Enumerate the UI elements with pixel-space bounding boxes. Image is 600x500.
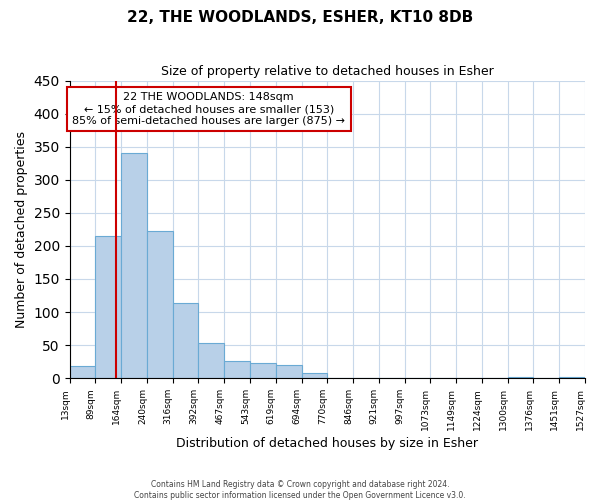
Bar: [559, 377, 585, 378]
Bar: [302, 373, 328, 378]
Bar: [70, 366, 95, 378]
Bar: [276, 365, 302, 378]
Bar: [224, 361, 250, 378]
Bar: [147, 232, 173, 378]
Bar: [508, 377, 533, 378]
Text: 22 THE WOODLANDS: 148sqm
← 15% of detached houses are smaller (153)
85% of semi-: 22 THE WOODLANDS: 148sqm ← 15% of detach…: [72, 92, 345, 126]
Bar: [121, 154, 147, 378]
Bar: [173, 304, 199, 378]
Bar: [95, 236, 121, 378]
Text: Contains HM Land Registry data © Crown copyright and database right 2024.
Contai: Contains HM Land Registry data © Crown c…: [134, 480, 466, 500]
Bar: [199, 343, 224, 378]
Text: 22, THE WOODLANDS, ESHER, KT10 8DB: 22, THE WOODLANDS, ESHER, KT10 8DB: [127, 10, 473, 25]
X-axis label: Distribution of detached houses by size in Esher: Distribution of detached houses by size …: [176, 437, 478, 450]
Title: Size of property relative to detached houses in Esher: Size of property relative to detached ho…: [161, 65, 494, 78]
Bar: [250, 363, 276, 378]
Y-axis label: Number of detached properties: Number of detached properties: [15, 131, 28, 328]
